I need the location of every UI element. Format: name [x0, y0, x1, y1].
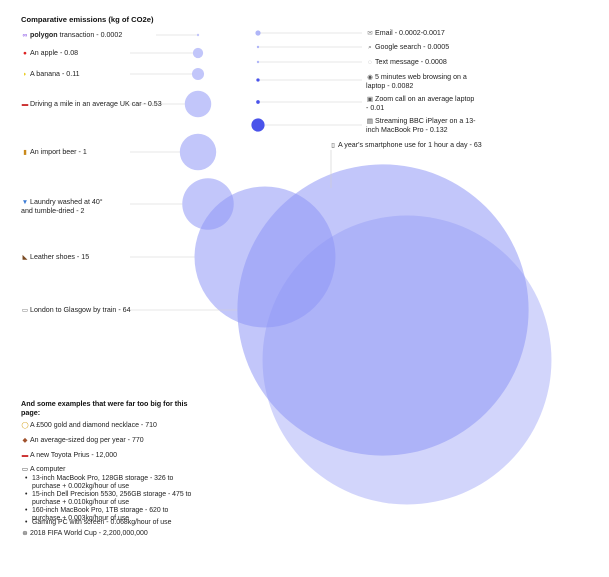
bubble [196, 33, 200, 37]
bubble [184, 90, 212, 118]
bubble [191, 67, 205, 81]
camera-icon: ▣ [366, 96, 374, 103]
extras-heading: And some examples that were far too big … [21, 399, 188, 417]
apple-icon: ● [23, 50, 27, 57]
left-item-label: ▮ An import beer - 1 [21, 148, 87, 157]
extra-item-text: A new Toyota Prius - 12,000 [30, 452, 118, 459]
car-icon: ▬ [21, 101, 29, 108]
extra-item-text: A £500 gold and diamond necklace - 710 [30, 422, 157, 429]
left-item-text: Driving a mile in an average UK car - 0.… [30, 100, 162, 108]
extra-item: ⊛ 2018 FIFA World Cup - 2,200,000,000 [21, 530, 148, 539]
football-icon: ⊛ [22, 530, 28, 537]
speech-bubble-icon: ◌ [368, 59, 372, 66]
left-item-label: ◣ Leather shoes - 15 [21, 253, 90, 262]
computer-item: 15-inch Dell Precision 5530, 256GB stora… [25, 491, 192, 507]
left-item-text: An import beer - 1 [30, 148, 87, 156]
right-item-text: 5 minutes web browsing on a laptop - 0.0… [366, 73, 467, 90]
right-item-text: Streaming BBC iPlayer on a 13-inch MacBo… [366, 117, 476, 134]
left-item-label: ∞ polygon transaction - 0.0002 [21, 31, 123, 40]
train-icon: ▭ [21, 307, 29, 314]
bubble [256, 60, 260, 64]
left-item-label: ▬ Driving a mile in an average UK car - 0… [21, 100, 162, 109]
envelope-icon: ✉ [367, 30, 373, 37]
shoe-icon: ◣ [22, 254, 28, 261]
right-item-text: Text message - 0.0008 [375, 58, 447, 66]
beer-icon: ▮ [23, 149, 27, 156]
extra-item-text: 2018 FIFA World Cup - 2,200,000,000 [30, 530, 148, 537]
bubble [237, 164, 529, 456]
bubble [256, 78, 260, 82]
bubble [262, 215, 552, 505]
polygon-logo-icon: ∞ [22, 32, 28, 39]
left-item-text: An apple - 0.08 [30, 49, 79, 57]
right-item-label: ▯ A year's smartphone use for 1 hour a da… [329, 141, 482, 150]
shirt-icon: ▼ [21, 199, 29, 206]
extra-item: ◯A £500 gold and diamond necklace - 710 [21, 422, 157, 431]
right-item-label: ◌ Text message - 0.0008 [366, 58, 447, 67]
left-item-label: ◗ A banana - 0.11 [21, 70, 80, 79]
bubble [256, 45, 260, 49]
computer-item: 13-inch MacBook Pro, 128GB storage - 326… [25, 475, 192, 491]
right-item-label: ✉ Email - 0.0002-0.0017 [366, 29, 445, 38]
computer-icon: ▭ [21, 466, 29, 473]
extra-item: ◆ An average-sized dog per year - 770 [21, 437, 144, 446]
dog-icon: ◆ [22, 437, 28, 444]
eye-icon: ◉ [367, 74, 373, 81]
left-item-text: polygon [30, 31, 58, 39]
left-item-suffix: transaction - 0.0002 [57, 31, 123, 39]
left-item-text: A banana - 0.11 [30, 70, 80, 78]
bubble [179, 133, 217, 171]
extra-item-text: A computer [30, 466, 66, 473]
left-item-text: London to Glasgow by train - 64 [30, 306, 131, 314]
left-item-label: ● An apple - 0.08 [21, 49, 78, 58]
magnifier-icon: ⌕ [368, 44, 372, 51]
right-item-text: A year's smartphone use for 1 hour a day… [338, 141, 482, 149]
right-item-label: ◉ 5 minutes web browsing on a laptop - 0.… [366, 73, 478, 91]
extra-item: ▬ A new Toyota Prius - 12,000 [21, 452, 117, 461]
right-item-text: Zoom call on an average laptop - 0.01 [366, 95, 475, 112]
necklace-icon: ◯ [21, 422, 29, 429]
right-item-label: ▤ Streaming BBC iPlayer on a 13-inch MacB… [366, 117, 478, 135]
left-item-label: ▼ Laundry washed at 40° and tumble-dried … [21, 198, 113, 216]
phone-icon: ▯ [331, 142, 335, 149]
clapper-icon: ▤ [366, 118, 374, 125]
bubble [251, 118, 265, 132]
right-item-label: ▣ Zoom call on an average laptop - 0.01 [366, 95, 478, 113]
right-item-text: Email - 0.0002-0.0017 [375, 29, 445, 37]
right-item-text: Google search - 0.0005 [375, 43, 450, 51]
left-item-label: ▭ London to Glasgow by train - 64 [21, 306, 131, 315]
right-item-label: ⌕ Google search - 0.0005 [366, 43, 449, 52]
computer-item: Gaming PC with screen - 0.068kg/hour of … [25, 519, 192, 527]
left-item-text: Leather shoes - 15 [30, 253, 90, 261]
bubble [255, 30, 261, 36]
bubble [256, 100, 260, 104]
extra-item: ▭ A computer [21, 466, 66, 475]
bubble [192, 47, 204, 59]
car-icon: ▬ [21, 452, 29, 459]
extra-item-text: An average-sized dog per year - 770 [30, 437, 144, 444]
chart-title: Comparative emissions (kg of CO2e) [21, 15, 154, 24]
left-item-text: Laundry washed at 40° and tumble-dried -… [21, 198, 103, 215]
banana-icon: ◗ [23, 71, 27, 78]
